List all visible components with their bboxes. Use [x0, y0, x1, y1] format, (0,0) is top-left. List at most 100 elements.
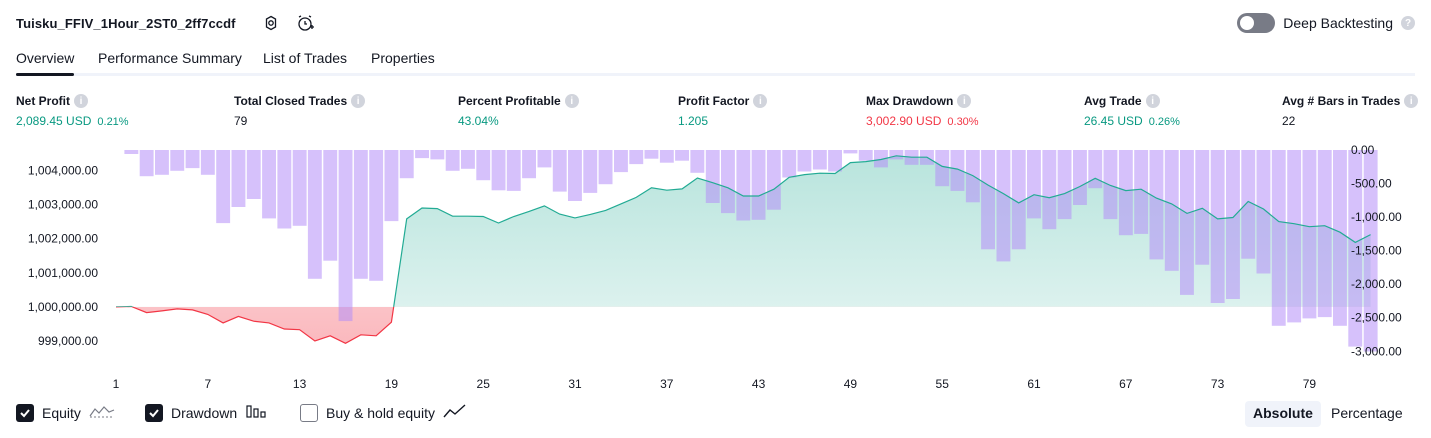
drawdown-bar[interactable]: [538, 150, 552, 167]
drawdown-bar[interactable]: [140, 150, 154, 176]
tab-performance-summary[interactable]: Performance Summary: [98, 50, 242, 66]
drawdown-checkbox[interactable]: [145, 404, 163, 422]
drawdown-bar[interactable]: [201, 150, 215, 175]
drawdown-bar[interactable]: [675, 150, 689, 161]
drawdown-bar[interactable]: [354, 150, 368, 279]
drawdown-bar[interactable]: [277, 150, 291, 229]
info-icon[interactable]: i: [1146, 94, 1160, 108]
drawdown-bar[interactable]: [1333, 150, 1347, 326]
drawdown-bar[interactable]: [476, 150, 490, 180]
equity-checkbox[interactable]: [16, 404, 34, 422]
drawdown-bar[interactable]: [782, 150, 796, 178]
drawdown-bar[interactable]: [1195, 150, 1209, 265]
drawdown-bar[interactable]: [1211, 150, 1225, 303]
drawdown-bar[interactable]: [599, 150, 613, 184]
right-axis-tick-label: -1,000.00: [1351, 210, 1402, 224]
info-icon[interactable]: i: [753, 94, 767, 108]
drawdown-bar[interactable]: [507, 150, 521, 191]
legend-buy-hold-equity[interactable]: Buy & hold equity: [300, 403, 467, 422]
drawdown-bar[interactable]: [736, 150, 750, 221]
drawdown-bar[interactable]: [813, 150, 827, 170]
drawdown-bar[interactable]: [446, 150, 460, 171]
drawdown-bar[interactable]: [798, 150, 812, 172]
drawdown-bar[interactable]: [308, 150, 322, 279]
drawdown-bar[interactable]: [216, 150, 230, 223]
percentage-button[interactable]: Percentage: [1323, 401, 1411, 427]
help-icon[interactable]: ?: [1401, 16, 1415, 30]
drawdown-bar[interactable]: [1042, 150, 1056, 229]
drawdown-bar[interactable]: [339, 150, 353, 321]
drawdown-bar[interactable]: [1318, 150, 1332, 317]
drawdown-bar[interactable]: [400, 150, 414, 178]
drawdown-bar[interactable]: [645, 150, 659, 159]
buy-hold-checkbox[interactable]: [300, 404, 318, 422]
drawdown-bar[interactable]: [1150, 150, 1164, 259]
drawdown-bar[interactable]: [1303, 150, 1317, 318]
drawdown-bar[interactable]: [1104, 150, 1118, 219]
drawdown-bar[interactable]: [997, 150, 1011, 261]
drawdown-bar[interactable]: [752, 150, 766, 220]
left-axis-tick-label: 999,000.00: [38, 334, 98, 348]
drawdown-bar[interactable]: [186, 150, 200, 168]
drawdown-bar[interactable]: [155, 150, 169, 175]
drawdown-bar[interactable]: [1165, 150, 1179, 271]
drawdown-bar[interactable]: [706, 150, 720, 203]
drawdown-bar[interactable]: [1073, 150, 1087, 205]
drawdown-bar[interactable]: [721, 150, 735, 213]
drawdown-bar[interactable]: [430, 150, 444, 159]
equity-drawdown-chart[interactable]: 1,004,000.00 1,003,000.00 1,002,000.00 1,00…: [0, 140, 1431, 398]
drawdown-bar[interactable]: [522, 150, 536, 178]
drawdown-bar[interactable]: [1119, 150, 1133, 235]
drawdown-bar[interactable]: [415, 150, 429, 158]
drawdown-bar[interactable]: [1180, 150, 1194, 295]
drawdown-bar[interactable]: [323, 150, 337, 261]
deep-backtesting-toggle[interactable]: [1237, 13, 1275, 33]
drawdown-bar[interactable]: [247, 150, 261, 199]
drawdown-bar[interactable]: [767, 150, 781, 210]
drawdown-bar[interactable]: [614, 150, 628, 172]
drawdown-bar[interactable]: [844, 150, 858, 153]
drawdown-bar[interactable]: [629, 150, 643, 164]
tab-list-of-trades[interactable]: List of Trades: [263, 50, 347, 66]
settings-icon[interactable]: [260, 12, 282, 34]
drawdown-bar[interactable]: [553, 150, 567, 192]
drawdown-bar[interactable]: [385, 150, 399, 221]
drawdown-bar[interactable]: [1027, 150, 1041, 218]
legend-equity[interactable]: Equity: [16, 403, 115, 422]
drawdown-bar[interactable]: [935, 150, 949, 186]
drawdown-bar[interactable]: [1226, 150, 1240, 299]
drawdown-bar[interactable]: [1058, 150, 1072, 219]
drawdown-bar[interactable]: [1088, 150, 1102, 188]
drawdown-bar[interactable]: [232, 150, 246, 207]
drawdown-bar[interactable]: [293, 150, 307, 226]
absolute-button[interactable]: Absolute: [1245, 401, 1321, 427]
tab-overview[interactable]: Overview: [16, 50, 74, 66]
deep-backtesting: Deep Backtesting ?: [1237, 13, 1415, 33]
drawdown-bar[interactable]: [170, 150, 184, 171]
add-alert-icon[interactable]: [294, 12, 316, 34]
drawdown-bar[interactable]: [492, 150, 506, 190]
legend-drawdown[interactable]: Drawdown: [145, 403, 267, 422]
drawdown-bar[interactable]: [1272, 150, 1286, 326]
drawdown-bar[interactable]: [859, 150, 873, 161]
info-icon[interactable]: i: [565, 94, 579, 108]
drawdown-bar[interactable]: [461, 150, 475, 169]
drawdown-bar[interactable]: [889, 150, 903, 159]
drawdown-bar[interactable]: [262, 150, 276, 218]
drawdown-bar[interactable]: [124, 150, 138, 154]
drawdown-bar[interactable]: [690, 150, 704, 173]
drawdown-bar[interactable]: [369, 150, 383, 281]
info-icon[interactable]: i: [957, 94, 971, 108]
drawdown-bar[interactable]: [828, 150, 842, 172]
tab-properties[interactable]: Properties: [371, 50, 435, 66]
drawdown-bar[interactable]: [981, 150, 995, 249]
info-icon[interactable]: i: [74, 94, 88, 108]
drawdown-bar[interactable]: [1287, 150, 1301, 322]
info-icon[interactable]: i: [1404, 94, 1418, 108]
drawdown-bar[interactable]: [660, 150, 674, 163]
drawdown-bar[interactable]: [583, 150, 597, 193]
drawdown-bar[interactable]: [1257, 150, 1271, 274]
drawdown-bar[interactable]: [951, 150, 965, 191]
info-icon[interactable]: i: [351, 94, 365, 108]
drawdown-bar[interactable]: [568, 150, 582, 201]
